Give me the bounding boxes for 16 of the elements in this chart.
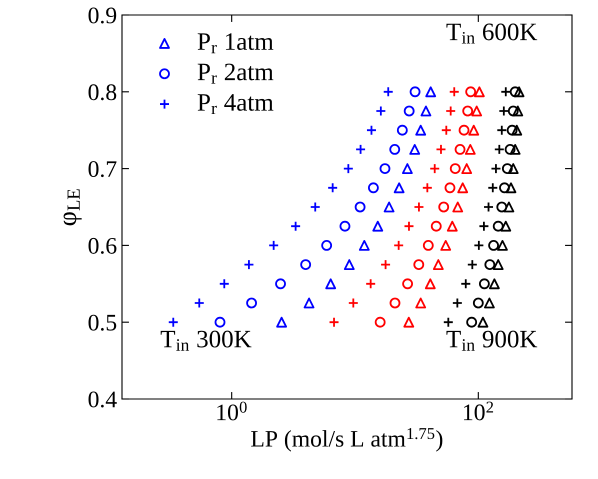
x-tick-label: 10$^{0}$ bbox=[217, 402, 247, 420]
x-axis-title: LP (mol/s L atm$^{1.75}$) bbox=[251, 428, 442, 452]
legend-label: P$_{r}$ 1atm bbox=[198, 33, 274, 54]
y-tick-label: 0.6 bbox=[88, 238, 116, 254]
y-tick-label: 0.8 bbox=[88, 84, 116, 100]
y-axis-title: φ$_{LE}$ bbox=[64, 189, 82, 226]
y-tick-label: 0.5 bbox=[88, 314, 116, 331]
y-tick-label: 0.7 bbox=[88, 161, 116, 178]
annotation: T$_{in}$ 600K bbox=[446, 23, 538, 44]
legend-label: P$_{r}$ 2atm bbox=[198, 64, 274, 84]
y-tick-label: 0.9 bbox=[88, 7, 116, 24]
annotation: T$_{in}$ 300K bbox=[160, 330, 252, 351]
y-tick-label: 0.4 bbox=[88, 391, 117, 408]
annotation: T$_{in}$ 900K bbox=[446, 330, 538, 351]
x-tick-label: 10$^{2}$ bbox=[464, 402, 494, 420]
legend-label: P$_{r}$ 4atm bbox=[198, 94, 274, 114]
